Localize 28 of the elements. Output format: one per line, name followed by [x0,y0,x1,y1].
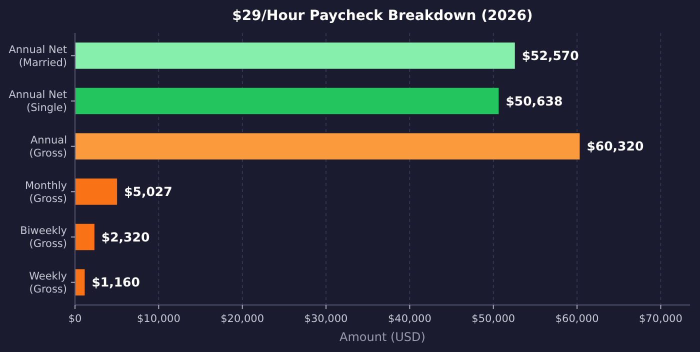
y-tick-label: Annual Net (Married) [8,44,67,69]
data-label: $52,570 [522,48,580,64]
chart-title: $29/Hour Paycheck Breakdown (2026) [232,8,533,24]
data-label: $1,160 [92,274,140,290]
x-tick-label: $60,000 [555,313,599,325]
bar [75,178,118,205]
bar [75,133,580,160]
bar [75,269,85,296]
data-label: $2,320 [101,229,150,244]
data-label: $50,638 [506,93,563,108]
y-tick-label: Annual Net (Single) [8,89,67,114]
x-tick-label: $40,000 [388,313,432,325]
x-tick-label: $30,000 [304,313,348,325]
x-tick-label: $50,000 [472,313,516,325]
y-tick-label: Annual (Gross) [29,134,67,160]
x-tick-label: $20,000 [220,313,264,325]
bar [75,42,515,69]
x-tick-label: $70,000 [639,313,682,325]
bar [75,224,94,250]
x-tick-label: $10,000 [136,313,180,325]
x-axis-title: Amount (USD) [340,330,426,344]
y-tick-label: Monthly (Gross) [24,180,67,205]
y-tick-label: Weekly (Gross) [29,270,67,296]
y-tick-label: Biweekly (Gross) [20,225,67,250]
x-tick-label: $0 [68,313,82,325]
bar [75,88,499,114]
data-label: $60,320 [586,138,644,154]
data-label: $5,027 [124,184,172,200]
